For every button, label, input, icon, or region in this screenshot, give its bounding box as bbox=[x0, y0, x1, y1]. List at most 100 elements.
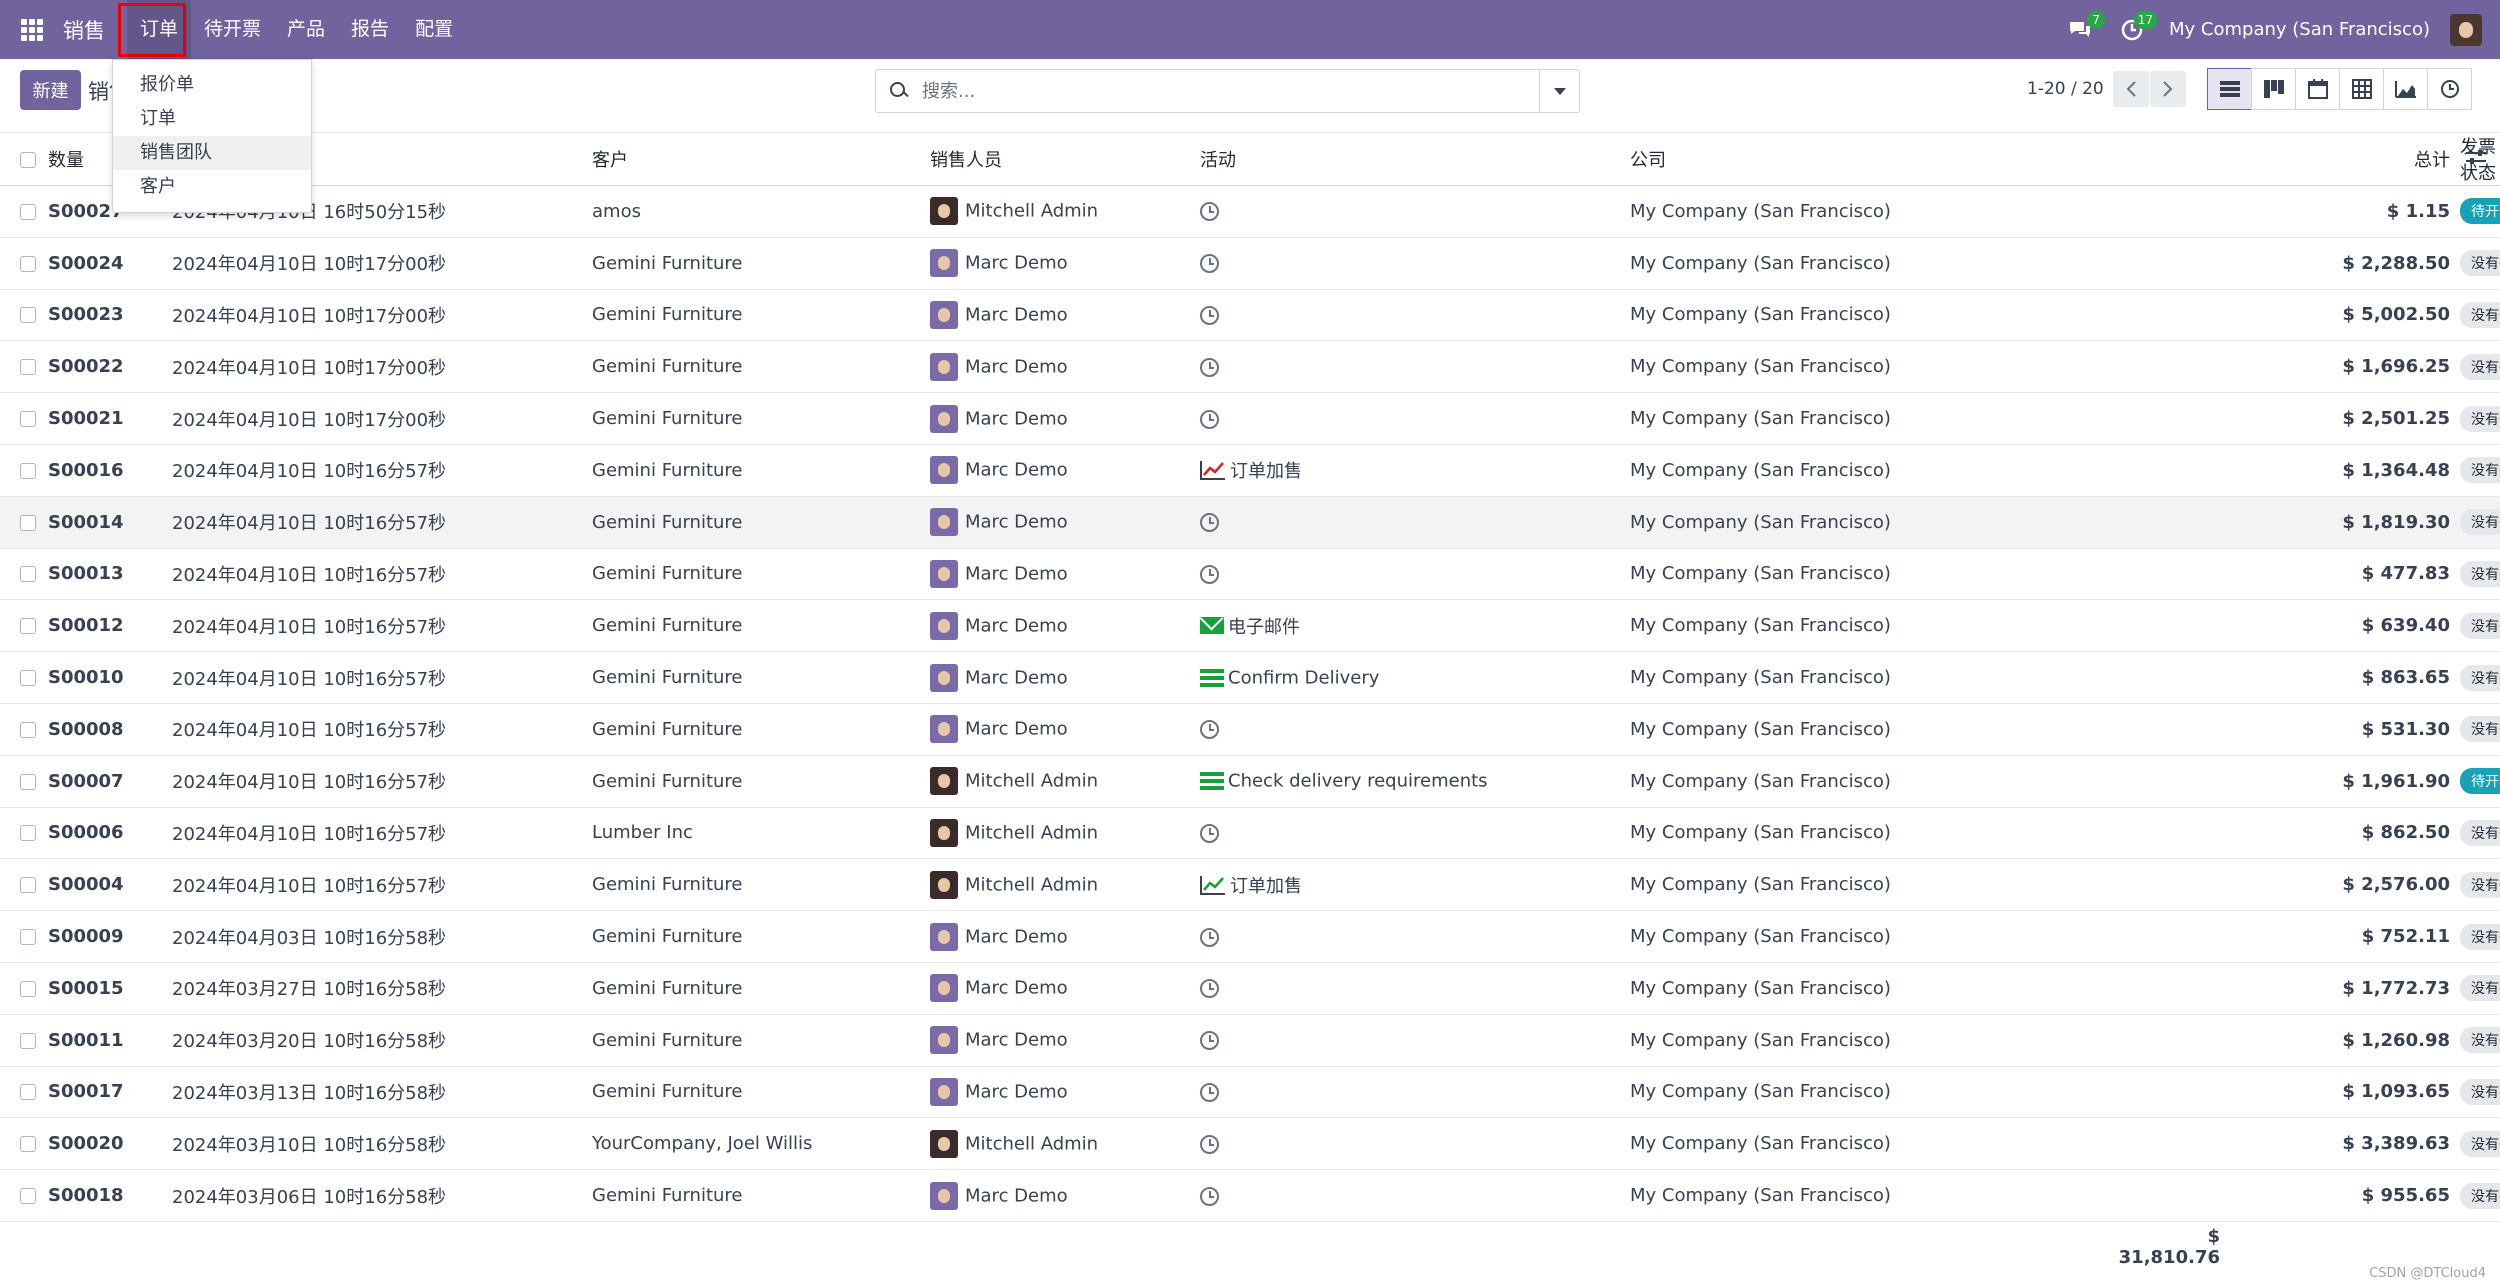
salesperson-avatar[interactable] bbox=[930, 663, 958, 692]
company-switcher[interactable]: My Company (San Francisco) bbox=[2169, 19, 2430, 40]
messages-icon[interactable]: 7 bbox=[2065, 10, 2106, 45]
table-row[interactable]: S00007 2024年04月10日 10时16分57秒 Gemini Furnit… bbox=[0, 755, 2500, 808]
row-checkbox[interactable] bbox=[20, 721, 36, 738]
salesperson-avatar[interactable] bbox=[930, 611, 958, 640]
pager-previous-button[interactable] bbox=[2113, 71, 2149, 107]
app-name[interactable]: 销售 bbox=[63, 18, 105, 43]
order-number[interactable]: S00009 bbox=[48, 910, 172, 963]
activity-clock-icon[interactable] bbox=[1200, 202, 1219, 222]
optional-columns-icon[interactable] bbox=[2466, 149, 2486, 170]
list-view-button[interactable] bbox=[2207, 68, 2252, 110]
order-number[interactable]: S00012 bbox=[48, 599, 172, 653]
search-input[interactable] bbox=[922, 80, 1539, 102]
order-number[interactable]: S00020 bbox=[48, 1117, 172, 1171]
salesperson-avatar[interactable] bbox=[930, 352, 958, 381]
row-checkbox[interactable] bbox=[20, 307, 36, 324]
salesperson-avatar[interactable] bbox=[930, 1181, 958, 1210]
table-row[interactable]: S00015 2024年03月27日 10时16分58秒 Gemini Furnit… bbox=[0, 962, 2500, 1015]
table-row[interactable]: S000272024年04月10日 16时50分15秒amosMitchell … bbox=[0, 185, 2500, 238]
activity-clock-icon[interactable] bbox=[1200, 564, 1219, 584]
order-number[interactable]: S00023 bbox=[48, 289, 172, 342]
table-row[interactable]: S00024 2024年04月10日 10时17分00秒 Gemini Furnit… bbox=[0, 237, 2500, 290]
row-checkbox[interactable] bbox=[20, 462, 36, 479]
row-checkbox[interactable] bbox=[20, 203, 36, 220]
salesperson-avatar[interactable] bbox=[930, 508, 958, 537]
activity-clock-icon[interactable] bbox=[1200, 409, 1219, 429]
search-options-toggle[interactable] bbox=[1539, 70, 1579, 112]
table-row[interactable]: S00020 2024年03月10日 10时16分58秒 YourCompany, … bbox=[0, 1117, 2500, 1171]
activity-label[interactable]: 电子邮件 bbox=[1228, 616, 1300, 638]
calendar-view-button[interactable] bbox=[2295, 68, 2340, 110]
salesperson-avatar[interactable] bbox=[930, 870, 958, 899]
salesperson-avatar[interactable] bbox=[930, 767, 958, 796]
kanban-view-button[interactable] bbox=[2251, 68, 2296, 110]
table-row[interactable]: S00008 2024年04月10日 10时16分57秒 Gemini Furnit… bbox=[0, 703, 2500, 756]
salesperson-avatar[interactable] bbox=[930, 300, 958, 329]
row-checkbox[interactable] bbox=[20, 514, 36, 531]
row-checkbox[interactable] bbox=[20, 359, 36, 376]
activity-clock-icon[interactable] bbox=[1200, 1082, 1219, 1102]
table-row[interactable]: S00023 2024年04月10日 10时17分00秒 Gemini Furnit… bbox=[0, 289, 2500, 342]
dropdown-item-sales-teams[interactable]: 销售团队 bbox=[113, 136, 311, 170]
activity-clock-icon[interactable] bbox=[1200, 1134, 1219, 1154]
row-checkbox[interactable] bbox=[20, 1084, 36, 1101]
order-number[interactable]: S00008 bbox=[48, 703, 172, 756]
pager-next-button[interactable] bbox=[2150, 71, 2186, 107]
activity-clock-icon[interactable] bbox=[1200, 979, 1219, 999]
activity-label[interactable]: Confirm Delivery bbox=[1228, 667, 1380, 689]
order-number[interactable]: S00014 bbox=[48, 496, 172, 549]
order-number[interactable]: S00021 bbox=[48, 392, 172, 445]
activity-label[interactable]: 订单加售 bbox=[1230, 461, 1302, 483]
activity-label[interactable]: Check delivery requirements bbox=[1228, 770, 1488, 792]
activity-clock-icon[interactable] bbox=[1200, 357, 1219, 377]
table-row[interactable]: S00006 2024年04月10日 10时16分57秒 Lumber Inc Mit… bbox=[0, 807, 2500, 860]
dropdown-item-orders[interactable]: 订单 bbox=[140, 108, 176, 129]
row-checkbox[interactable] bbox=[20, 670, 36, 687]
activity-clock-icon[interactable] bbox=[1200, 1031, 1219, 1051]
activity-clock-icon[interactable] bbox=[1200, 720, 1219, 740]
order-number[interactable]: S00016 bbox=[48, 444, 172, 497]
activity-clock-icon[interactable] bbox=[1200, 1186, 1219, 1206]
menu-to-invoice[interactable]: 待开票 bbox=[204, 18, 262, 40]
salesperson-avatar[interactable] bbox=[930, 456, 958, 485]
table-row[interactable]: S00018 2024年03月06日 10时16分58秒 Gemini Furnit… bbox=[0, 1169, 2500, 1222]
activity-label[interactable]: 订单加售 bbox=[1230, 875, 1302, 897]
dropdown-item-customers[interactable]: 客户 bbox=[140, 176, 176, 197]
menu-reporting[interactable]: 报告 bbox=[351, 18, 390, 40]
table-row[interactable]: S00016 2024年04月10日 10时16分57秒 Gemini Furnit… bbox=[0, 444, 2500, 497]
activity-clock-icon[interactable] bbox=[1200, 513, 1219, 533]
row-checkbox[interactable] bbox=[20, 929, 36, 946]
row-checkbox[interactable] bbox=[20, 1136, 36, 1153]
order-number[interactable]: S00004 bbox=[48, 858, 172, 912]
order-number[interactable]: S00018 bbox=[48, 1169, 172, 1222]
order-number[interactable]: S00010 bbox=[48, 651, 172, 704]
table-row[interactable]: S00013 2024年04月10日 10时16分57秒 Gemini Furnit… bbox=[0, 548, 2500, 601]
header-invoice-status[interactable]: 发票状态 bbox=[2460, 133, 2500, 186]
table-row[interactable]: S00022 2024年04月10日 10时17分00秒 Gemini Furnit… bbox=[0, 340, 2500, 394]
salesperson-avatar[interactable] bbox=[930, 818, 958, 847]
row-checkbox[interactable] bbox=[20, 618, 36, 635]
row-checkbox[interactable] bbox=[20, 980, 36, 997]
salesperson-avatar[interactable] bbox=[930, 1026, 958, 1055]
row-checkbox[interactable] bbox=[20, 411, 36, 428]
header-salesperson[interactable]: 销售人员 bbox=[930, 133, 1200, 186]
order-number[interactable]: S00024 bbox=[48, 237, 172, 290]
table-row[interactable]: S00014 2024年04月10日 10时16分57秒 Gemini Furnit… bbox=[0, 496, 2500, 549]
salesperson-avatar[interactable] bbox=[930, 715, 958, 744]
activity-view-button[interactable] bbox=[2427, 68, 2472, 110]
dropdown-item-quotations[interactable]: 报价单 bbox=[140, 74, 194, 95]
salesperson-avatar[interactable] bbox=[930, 1077, 958, 1106]
salesperson-avatar[interactable] bbox=[930, 249, 958, 278]
table-row[interactable]: S00011 2024年03月20日 10时16分58秒 Gemini Furnit… bbox=[0, 1014, 2500, 1067]
table-row[interactable]: S00012 2024年04月10日 10时16分57秒 Gemini Furnit… bbox=[0, 599, 2500, 653]
order-number[interactable]: S00017 bbox=[48, 1066, 172, 1119]
header-activity[interactable]: 活动 bbox=[1200, 133, 1630, 186]
order-number[interactable]: S00007 bbox=[48, 755, 172, 808]
new-button[interactable]: 新建 bbox=[20, 70, 81, 110]
table-row[interactable]: S00010 2024年04月10日 10时16分57秒 Gemini Furnit… bbox=[0, 651, 2500, 704]
menu-orders[interactable]: 订单 bbox=[127, 0, 192, 59]
order-number[interactable]: S00022 bbox=[48, 340, 172, 394]
row-checkbox[interactable] bbox=[20, 255, 36, 272]
table-row[interactable]: S00017 2024年03月13日 10时16分58秒 Gemini Furnit… bbox=[0, 1066, 2500, 1119]
menu-products[interactable]: 产品 bbox=[287, 18, 326, 40]
